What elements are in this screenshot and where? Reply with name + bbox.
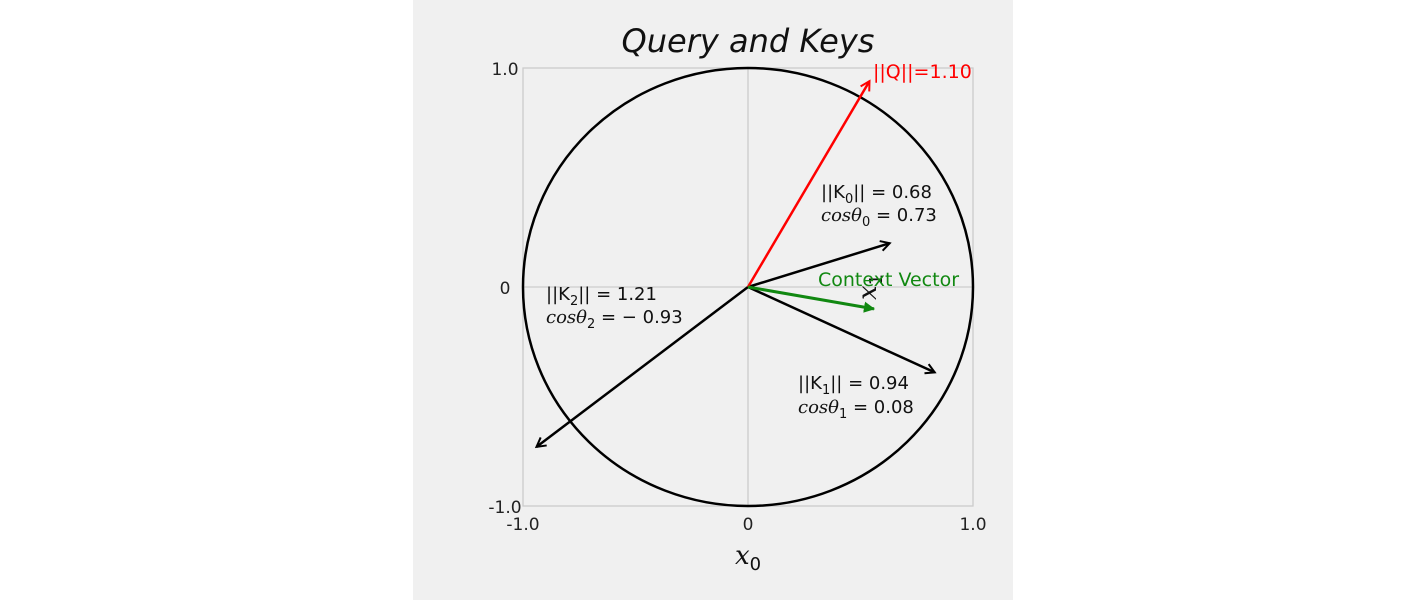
k2-norm-annotation: ||K2|| = 1.21 (546, 284, 657, 309)
k0-cos-prefix: cosθ (821, 205, 862, 226)
k1-cos-annotation: cosθ1 = 0.08 (798, 397, 914, 422)
key-vector-k1 (747, 285, 935, 372)
y-tick-label-bottom: -1.0 (488, 498, 521, 518)
k1-norm-prefix: ||K (798, 373, 823, 394)
y-axis-label: x1 (853, 274, 887, 300)
x-axis-label-base: x (735, 541, 750, 571)
x-axis-label-sub: 0 (750, 554, 761, 575)
y-tick-label-top: 1.0 (491, 60, 518, 80)
chart-title: Query and Keys (622, 22, 875, 60)
k2-norm-sub: 2 (570, 294, 578, 309)
query-vector (746, 81, 871, 288)
k1-norm-sub: 1 (822, 383, 830, 398)
k2-cos-value: = − 0.93 (595, 307, 682, 328)
k2-norm-prefix: ||K (546, 284, 571, 305)
k1-norm-annotation: ||K1|| = 0.94 (798, 373, 909, 398)
k0-cos-annotation: cosθ0 = 0.73 (821, 205, 937, 230)
k0-norm-prefix: ||K (821, 182, 846, 203)
figure: Query and Keys 1.0 0 -1.0 -1.0 0 1.0 x0 … (413, 0, 1013, 600)
k1-norm-value: || = 0.94 (830, 373, 909, 394)
k0-cos-sub: 0 (862, 215, 870, 230)
k2-cos-prefix: cosθ (546, 307, 587, 328)
x-tick-label-right: 1.0 (959, 515, 986, 535)
x-axis-label: x0 (735, 541, 761, 575)
k0-norm-sub: 0 (845, 192, 853, 207)
unit-circle (521, 66, 975, 508)
k2-cos-sub: 2 (587, 317, 595, 332)
x-tick-label-left: -1.0 (506, 515, 539, 535)
k0-cos-value: = 0.73 (870, 205, 937, 226)
k2-norm-value: || = 1.21 (578, 284, 657, 305)
y-axis-label-base: x (853, 285, 883, 300)
k2-cos-annotation: cosθ2 = − 0.93 (546, 307, 683, 332)
context-vector-label: Context Vector (818, 269, 959, 291)
y-tick-label-mid: 0 (500, 279, 511, 299)
k0-norm-value: || = 0.68 (853, 182, 932, 203)
k1-cos-sub: 1 (839, 407, 847, 422)
key-vector-k2 (537, 286, 749, 447)
k1-cos-value: = 0.08 (847, 397, 914, 418)
k1-cos-prefix: cosθ (798, 397, 839, 418)
context-vector (747, 285, 874, 309)
y-axis-label-sub: 1 (866, 274, 887, 285)
query-norm-label: ||Q||=1.10 (873, 61, 972, 83)
k0-norm-annotation: ||K0|| = 0.68 (821, 182, 932, 207)
x-tick-label-mid: 0 (743, 515, 754, 535)
key-vector-k0 (747, 243, 890, 289)
chart-svg: Query and Keys 1.0 0 -1.0 -1.0 0 1.0 x0 … (488, 22, 986, 575)
y-axis-label-group: x1 (853, 274, 887, 300)
